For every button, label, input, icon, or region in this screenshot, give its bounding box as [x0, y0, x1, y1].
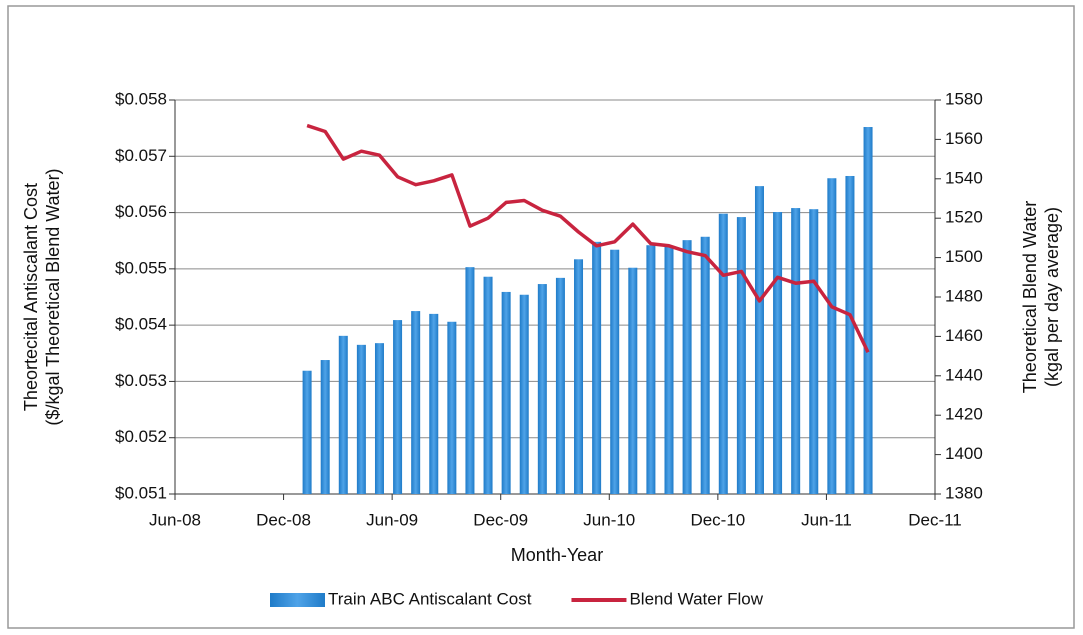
bar — [411, 311, 421, 494]
y2-axis-title-line: (kgal per day average) — [1042, 207, 1062, 387]
y2-tick-label: 1500 — [945, 247, 983, 266]
bar — [447, 321, 457, 494]
y2-tick-label: 1380 — [945, 483, 983, 502]
bar — [429, 313, 439, 494]
y2-axis-title-line: Theoretical Blend Water — [1020, 201, 1040, 393]
bar — [519, 294, 529, 494]
bar — [863, 127, 873, 494]
bar — [320, 360, 330, 494]
y2-tick-label: 1460 — [945, 326, 983, 345]
bar — [465, 267, 475, 494]
y2-tick-label: 1540 — [945, 168, 983, 187]
y-tick-label: $0.055 — [115, 258, 167, 277]
y2-axis-title: Theoretical Blend Water (kgal per day av… — [1020, 201, 1062, 393]
bar — [791, 208, 801, 494]
y-tick-label: $0.056 — [115, 202, 167, 221]
x-tick-label: Dec-10 — [690, 510, 745, 529]
x-tick-label: Dec-08 — [256, 510, 311, 529]
y-axis-title-line: ($/kgal Theoretical Blend Water) — [43, 168, 63, 425]
y-tick-label: $0.054 — [115, 315, 167, 334]
bar — [374, 343, 384, 494]
bar — [773, 212, 783, 494]
y2-tick-label: 1580 — [945, 89, 983, 108]
y2-tick-label: 1400 — [945, 444, 983, 463]
bar — [592, 241, 602, 494]
y2-tick-label: 1440 — [945, 365, 983, 384]
legend-swatch — [270, 593, 325, 607]
bar — [537, 284, 547, 494]
bar — [827, 178, 837, 495]
x-tick-label: Dec-11 — [908, 510, 962, 529]
y2-tick-label: 1420 — [945, 405, 983, 424]
bar — [302, 370, 312, 494]
legend-label: Train ABC Antiscalant Cost — [328, 589, 532, 608]
y-tick-label: $0.057 — [115, 146, 167, 165]
x-tick-label: Jun-11 — [801, 510, 852, 529]
y2-tick-label: 1480 — [945, 286, 983, 305]
bar — [356, 344, 366, 494]
x-tick-label: Dec-09 — [473, 510, 528, 529]
frame — [7, 5, 1075, 629]
y-tick-label: $0.058 — [115, 89, 167, 108]
bar — [700, 236, 710, 494]
x-tick-label: Jun-09 — [366, 510, 418, 529]
x-tick-label: Jun-08 — [149, 510, 201, 529]
bar — [845, 175, 855, 494]
bar — [393, 320, 403, 494]
y-axis-title: Theortecital Antiscalant Cost ($/kgal Th… — [21, 168, 63, 425]
bar — [483, 276, 493, 494]
x-tick-label: Jun-10 — [583, 510, 635, 529]
y-tick-label: $0.053 — [115, 371, 167, 390]
bar — [736, 217, 746, 494]
bar — [628, 267, 638, 494]
y-tick-label: $0.051 — [115, 483, 167, 502]
bar — [338, 335, 348, 494]
legend-label: Blend Water Flow — [629, 589, 763, 608]
x-axis-title: Month-Year — [511, 545, 603, 565]
line — [306, 123, 870, 353]
bar — [809, 209, 819, 495]
y-axis-title-line: Theortecital Antiscalant Cost — [21, 183, 41, 411]
y-tick-label: $0.052 — [115, 427, 167, 446]
y2-tick-label: 1520 — [945, 208, 983, 227]
bar — [754, 186, 764, 495]
bar — [664, 246, 674, 494]
y2-tick-label: 1560 — [945, 129, 983, 148]
bar — [682, 240, 692, 494]
bar — [610, 249, 620, 494]
bar — [555, 277, 565, 494]
bar — [718, 213, 728, 494]
bar — [574, 259, 584, 494]
bar — [501, 291, 511, 494]
bar — [646, 245, 656, 494]
